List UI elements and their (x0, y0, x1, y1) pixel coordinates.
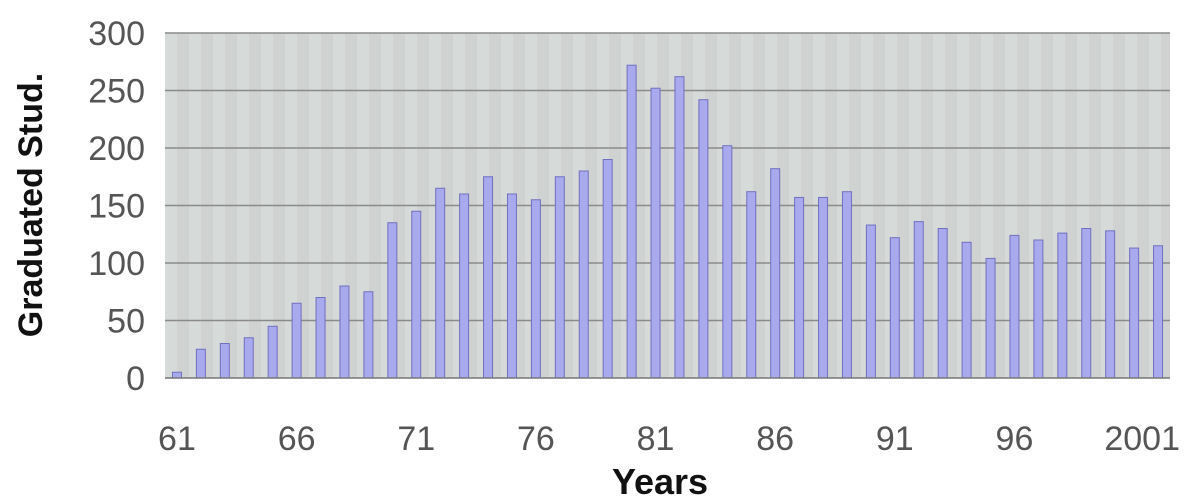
y-axis-title: Graduated Stud. (12, 73, 50, 337)
bar (985, 257, 996, 379)
x-axis-title: Years (612, 461, 708, 500)
bar (339, 285, 350, 379)
x-tick-label: 66 (278, 420, 316, 458)
x-tick-label: 71 (397, 420, 435, 458)
bar (674, 76, 685, 379)
bar (961, 241, 972, 379)
bar (195, 348, 206, 379)
bar (746, 191, 757, 379)
y-tick-label: 100 (88, 245, 145, 283)
y-tick-labels: 0 50 100 150 200 250 300 (88, 15, 145, 398)
x-tick-labels: 61 66 71 76 81 86 91 96 2001 (158, 420, 1180, 458)
x-tick-label: 91 (876, 420, 914, 458)
bar (1081, 228, 1092, 379)
bar (626, 64, 637, 379)
x-tick-label: 86 (756, 420, 794, 458)
bar (483, 176, 494, 379)
bar (554, 176, 565, 379)
y-tick-label: 250 (88, 73, 145, 111)
y-tick-label: 0 (126, 360, 145, 398)
bar (171, 371, 182, 379)
bar (698, 99, 709, 379)
bar (937, 228, 948, 379)
bar (1129, 247, 1140, 379)
bars (171, 64, 1164, 379)
y-tick-label: 50 (107, 303, 145, 341)
bar (506, 193, 517, 379)
y-tick-label: 150 (88, 188, 145, 226)
bar (315, 297, 326, 379)
x-tick-label: 61 (158, 420, 196, 458)
bar (291, 302, 302, 379)
bar (1033, 239, 1044, 379)
bar (387, 222, 398, 379)
bar (889, 237, 900, 379)
x-tick-label: 96 (996, 420, 1034, 458)
bar (722, 145, 733, 379)
bar (1105, 230, 1116, 379)
plot-area (165, 32, 1170, 379)
gridlines (165, 32, 1170, 322)
bar (578, 170, 589, 379)
bar (1153, 245, 1164, 379)
bar (602, 159, 613, 379)
bar (818, 196, 829, 379)
bar (1009, 234, 1020, 379)
bar (841, 191, 852, 379)
y-tick-label: 300 (88, 15, 145, 53)
bar (363, 291, 374, 379)
bar (913, 221, 924, 379)
x-tick-label: 81 (637, 420, 675, 458)
bar (865, 224, 876, 379)
bar (1057, 232, 1068, 379)
bar (530, 199, 541, 379)
bar (243, 337, 254, 379)
bar (770, 168, 781, 379)
y-tick-label: 200 (88, 130, 145, 168)
x-tick-label: 76 (517, 420, 555, 458)
bar (459, 193, 470, 379)
bar (411, 210, 422, 379)
bar (794, 196, 805, 379)
bar (650, 87, 661, 379)
bar (219, 343, 230, 379)
bar (267, 325, 278, 379)
bar (435, 187, 446, 379)
x-tick-label: 2001 (1104, 420, 1180, 458)
